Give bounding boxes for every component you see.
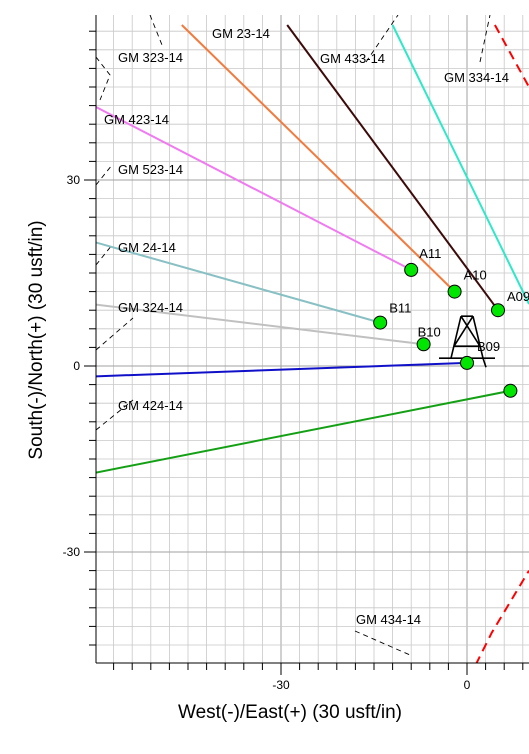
offset-wells — [475, 24, 529, 663]
well-label: GM 323-14 — [118, 50, 183, 65]
grid-lines — [96, 15, 529, 663]
leader-line — [96, 399, 134, 431]
x-tick-label: -30 — [272, 678, 290, 692]
surface-point — [503, 383, 518, 398]
well-label: GM 433-14 — [320, 51, 385, 66]
x-tick-label: 0 — [464, 678, 471, 692]
wellbore-line — [96, 303, 424, 346]
surface-point — [491, 303, 505, 318]
y-tick-label: -30 — [63, 545, 81, 559]
surface-point — [447, 284, 462, 299]
wellbore-line — [96, 105, 412, 271]
offset-well-path — [494, 24, 529, 88]
point-label: B09 — [477, 339, 500, 354]
well-label: GM 424-14 — [118, 398, 183, 413]
label-leaders — [96, 15, 491, 656]
tick-labels: -30 0 -30 0 30 — [63, 173, 471, 692]
y-tick-label: 30 — [67, 173, 81, 187]
wellbore-line — [96, 241, 381, 324]
wellbore-line — [96, 389, 511, 474]
wellbore-line — [391, 24, 529, 305]
well-label: GM 523-14 — [118, 162, 183, 177]
wellbore-line — [181, 24, 456, 293]
y-tick-label: 0 — [73, 359, 80, 373]
leader-line — [96, 244, 113, 266]
wellbore-lines — [96, 24, 529, 474]
offset-well-path — [475, 570, 529, 663]
surface-point — [460, 355, 474, 370]
y-axis-title: South(-)/North(+) (30 usft/in) — [26, 220, 47, 459]
well-label: GM 24-14 — [118, 240, 176, 255]
point-label: B11 — [389, 301, 411, 316]
well-label: GM 434-14 — [356, 612, 421, 627]
point-label: A10 — [464, 268, 487, 283]
well-labels: GM 23-14 GM 323-14 GM 433-14 GM 334-14 GM 42… — [104, 26, 509, 627]
leader-line — [96, 317, 134, 351]
wellbore-line — [96, 361, 468, 378]
point-labels: A11 A10 A09 B11 B10 B09 — [389, 246, 529, 354]
wellbore-line — [286, 24, 499, 311]
leader-line — [96, 164, 113, 186]
point-label: A09 — [507, 289, 529, 304]
surface-point — [416, 337, 431, 352]
leader-line — [365, 15, 399, 63]
x-axis-title: West(-)/East(+) (30 usft/in) — [178, 702, 402, 723]
surface-point — [404, 262, 419, 277]
axes — [84, 15, 529, 675]
leader-line — [479, 15, 491, 63]
leader-line — [96, 56, 111, 101]
point-label: A11 — [419, 246, 441, 261]
surface-point — [373, 315, 388, 330]
leader-line — [354, 630, 411, 656]
well-label: GM 324-14 — [118, 300, 183, 315]
point-label: B10 — [418, 324, 441, 339]
well-label: GM 23-14 — [212, 26, 270, 41]
well-label: GM 423-14 — [104, 112, 169, 127]
surface-points — [373, 262, 518, 398]
leader-line — [149, 15, 163, 46]
well-label: GM 334-14 — [444, 70, 509, 85]
